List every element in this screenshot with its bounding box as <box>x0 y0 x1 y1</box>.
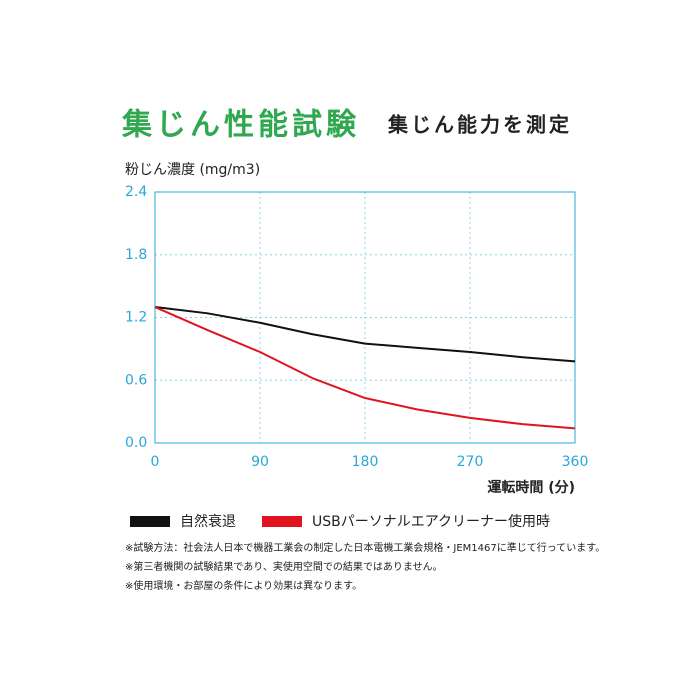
y-tick-label: 0.6 <box>125 372 147 388</box>
legend-label: 自然衰退 <box>180 513 236 530</box>
plot-frame <box>154 191 576 444</box>
chart-title: 集じん性能試験 <box>121 108 360 143</box>
series-line <box>154 306 576 363</box>
y-tick-label: 1.2 <box>125 310 147 326</box>
x-tick-label: 0 <box>151 454 160 470</box>
legend-swatch <box>262 516 302 527</box>
y-tick-label: 0.0 <box>125 435 147 451</box>
x-tick-label: 360 <box>562 454 589 470</box>
chart-subtitle: 集じん能力を測定 <box>387 113 572 137</box>
legend-label: USBパーソナルエアクリーナー使用時 <box>312 513 550 530</box>
x-tick-label: 270 <box>457 454 484 470</box>
series-line <box>154 306 576 430</box>
x-axis-label: 運転時間 (分) <box>487 479 575 496</box>
x-tick-label: 180 <box>352 454 379 470</box>
y-tick-label: 2.4 <box>125 184 147 200</box>
x-tick-label: 90 <box>251 454 269 470</box>
y-tick-label: 1.8 <box>125 247 147 263</box>
legend-swatch <box>130 516 170 527</box>
note: ※試験方法：社会法人日本で機器工業会の制定した日本電機工業会規格・JEM1467… <box>125 541 605 554</box>
y-axis-label: 粉じん濃度 (mg/m3) <box>125 162 260 178</box>
note: ※第三者機関の試験結果であり、実使用空間での結果ではありません。 <box>125 560 443 573</box>
note: ※使用環境・お部屋の条件により効果は異なります。 <box>125 579 362 592</box>
